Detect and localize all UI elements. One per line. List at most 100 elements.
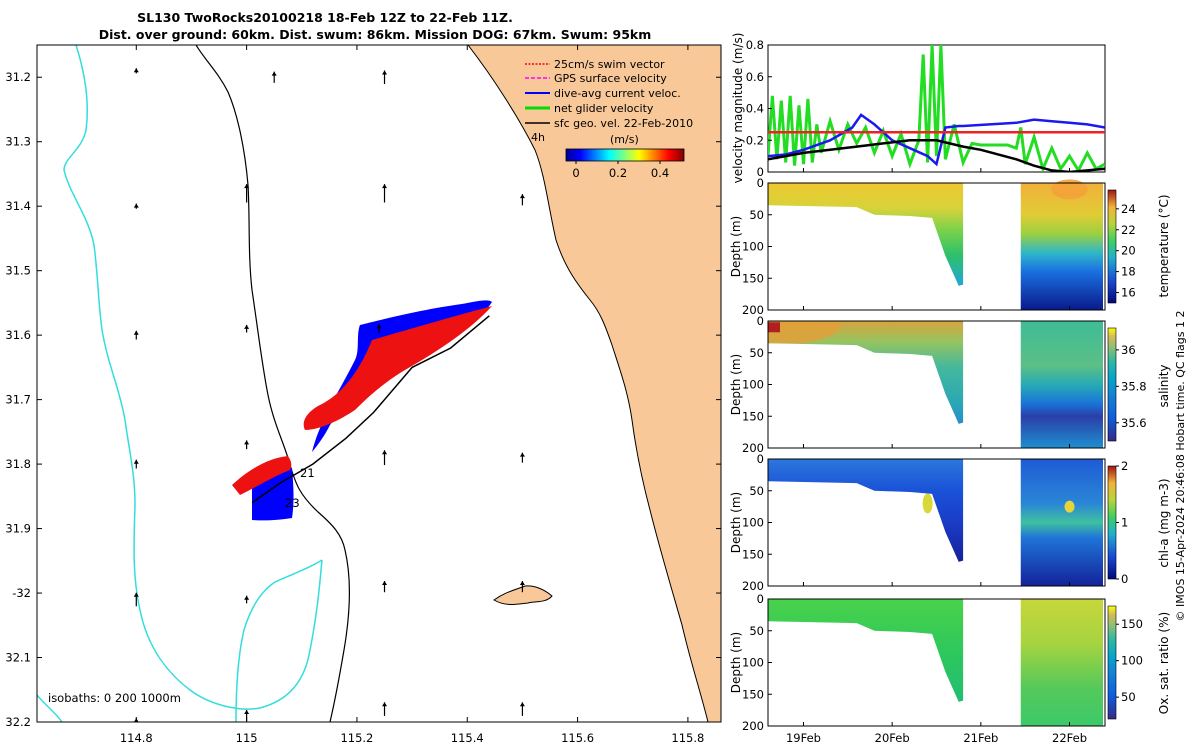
- depth-y-tick-label: 150: [742, 547, 764, 561]
- depth-section-segment-1: [768, 183, 964, 286]
- legend-entry-net-glider: net glider velocity: [525, 102, 654, 115]
- sfc-vector-head: [133, 68, 139, 73]
- legend-label-gps: GPS surface velocity: [554, 72, 667, 85]
- sfc-vector-head: [244, 324, 250, 329]
- depth-panels: 0 50 100 150 200 Depth (m) 0 50 100 150 200 Depth (…: [729, 176, 1106, 745]
- salinity-colorbar-label: salinity: [1157, 364, 1171, 407]
- map-y-tick-label: 31.3: [5, 135, 31, 149]
- legend-label-dive-avg: dive-avg current veloc.: [554, 87, 681, 100]
- depth-section-segment-1: [768, 321, 964, 424]
- temperature-colorbar-label: temperature (°C): [1157, 195, 1171, 298]
- map-y-tick-label: 31.7: [5, 393, 31, 407]
- map-y-tick-label: 32.1: [5, 651, 31, 665]
- surface-vectors: [133, 68, 525, 722]
- swim-vector-shading: [303, 306, 492, 430]
- depth-ylabel: Depth (m): [729, 354, 743, 415]
- sfc-vector-head: [244, 184, 250, 189]
- temperature-colorbar: 16 18 20 22 24 temperature (°C): [1107, 189, 1171, 304]
- legend-entry-swim: 25cm/s swim vector: [525, 58, 665, 71]
- salinity-colorbar-ticks: 35.6 35.8 36: [1116, 343, 1147, 430]
- depth-y-tick-label: 0: [757, 592, 764, 606]
- colorbar-tick-label: 16: [1121, 286, 1136, 300]
- depth-y-tick-label: 200: [742, 303, 764, 317]
- depth-y-tick-label: 100: [742, 240, 764, 254]
- temperature-colorbar-bar: [1107, 189, 1117, 304]
- velocity-y-ticks: 0 0.2 0.4 0.6 0.8: [746, 38, 1071, 179]
- depth-ylabel: Depth (m): [729, 632, 743, 693]
- isobath-1000-line: [37, 694, 63, 722]
- depth-section-segment-2: [1020, 459, 1103, 586]
- oxygen-colorbar-label: Ox. sat. ratio (%): [1157, 612, 1171, 714]
- map-y-tick-label: 31.4: [5, 199, 31, 213]
- colorbar-tick-label: 0: [1121, 572, 1128, 586]
- depth-section-segment-2: [1020, 321, 1103, 448]
- map-y-tick-label: 31.5: [5, 264, 31, 278]
- legend-label-swim: 25cm/s swim vector: [554, 58, 665, 71]
- oxygen-colorbar-bar: [1107, 605, 1117, 720]
- sfc-vector-head: [382, 184, 388, 189]
- oxygen-colorbar: 50 100 150 Ox. sat. ratio (%): [1107, 605, 1171, 720]
- colorbar-tick-label: 35.8: [1121, 379, 1147, 393]
- depth-y-tick-label: 200: [742, 441, 764, 455]
- isobath-0-line: [195, 45, 351, 722]
- speed-colorbar-tick-label: 0.2: [609, 166, 627, 180]
- speed-colorbar-ticks: 0 0.2 0.4: [572, 161, 669, 180]
- depth-section-segment-1: [768, 459, 964, 562]
- legend-entry-gps: GPS surface velocity: [525, 72, 667, 85]
- depth-panel-salinity: 0 50 100 150 200 Depth (m): [729, 314, 1106, 455]
- sfc-vector-head: [244, 440, 250, 445]
- sfc-vector-head: [382, 702, 388, 707]
- map-frame: [36, 44, 722, 723]
- isobaths-label: isobaths: 0 200 1000m: [48, 691, 181, 705]
- glider-track-line: [251, 315, 490, 504]
- colorbar-tick-label: 24: [1121, 202, 1136, 216]
- colorbar-tick-label: 100: [1121, 654, 1143, 668]
- speed-colorbar-tick-label: 0.4: [651, 166, 669, 180]
- temperature-colorbar-ticks: 16 18 20 22 24: [1116, 202, 1136, 300]
- map-y-tick-label: 31.2: [5, 70, 31, 84]
- chla-colorbar-ticks: 0 1 2: [1116, 459, 1128, 586]
- depth-ylabel: Depth (m): [729, 216, 743, 277]
- depth-y-tick-label: 200: [742, 719, 764, 733]
- map-x-ticks: 114.8 115 115.2 115.4 115.6 115.8: [120, 45, 704, 745]
- depth-panel-oxygen: 0 50 100 150 200 Depth (m) 19Feb 20Feb 21Feb 22Fe…: [729, 592, 1106, 745]
- map-x-tick-label: 114.8: [120, 731, 153, 745]
- isobath-200-line: [63, 45, 323, 710]
- map-x-tick-label: 115.6: [561, 731, 594, 745]
- salinity-max-patch: [768, 322, 780, 333]
- depth-y-tick-label: 100: [742, 378, 764, 392]
- velocity-y-tick-label: 0.6: [746, 70, 764, 84]
- depth-y-tick-label: 200: [742, 579, 764, 593]
- speed-colorbar-tick-label: 0: [572, 166, 579, 180]
- depth-y-tick-label: 100: [742, 516, 764, 530]
- legend-entry-dive-avg: dive-avg current veloc.: [525, 87, 681, 100]
- depth-section-segment-1: [768, 599, 964, 702]
- velocity-y-tick-label: 0: [757, 165, 764, 179]
- depth-panel-chla: 0 50 100 150 200 Depth (m): [729, 452, 1106, 593]
- speed-colorbar: [565, 148, 685, 162]
- velocity-y-tick-label: 0.2: [746, 133, 764, 147]
- map-y-ticks: 31.2 31.3 31.4 31.5 31.6 31.7 31.8 31.9 -32 32.1 3…: [5, 70, 721, 729]
- point-label-21: 21: [300, 466, 315, 480]
- depth-y-tick-label: 50: [749, 624, 764, 638]
- time-label: 4h: [531, 131, 545, 144]
- velocity-y-tick-label: 0.8: [746, 38, 764, 52]
- map-x-tick-label: 115.2: [340, 731, 373, 745]
- sfc-vector-head: [133, 592, 139, 597]
- sfc-vector-head: [133, 203, 139, 208]
- colorbar-tick-label: 18: [1121, 265, 1136, 279]
- land-mass: [467, 45, 721, 722]
- map-x-tick-label: 115.8: [671, 731, 704, 745]
- sfc-vector-head: [519, 194, 525, 199]
- sfc-vector-head: [382, 581, 388, 585]
- copyright-credit: © IMOS 15-Apr-2024 20:46:08 Hobart time.…: [1174, 311, 1187, 622]
- depth-y-tick-label: 0: [757, 314, 764, 328]
- glider-track-lines: [251, 315, 490, 504]
- point-label-23: 23: [285, 496, 300, 510]
- depth-y-tick-label: 150: [742, 409, 764, 423]
- chla-max-patch-2: [1064, 500, 1075, 513]
- depth-y-tick-label: 50: [749, 208, 764, 222]
- depth-y-tick-label: 150: [742, 271, 764, 285]
- map-y-tick-label: 32.2: [5, 715, 31, 729]
